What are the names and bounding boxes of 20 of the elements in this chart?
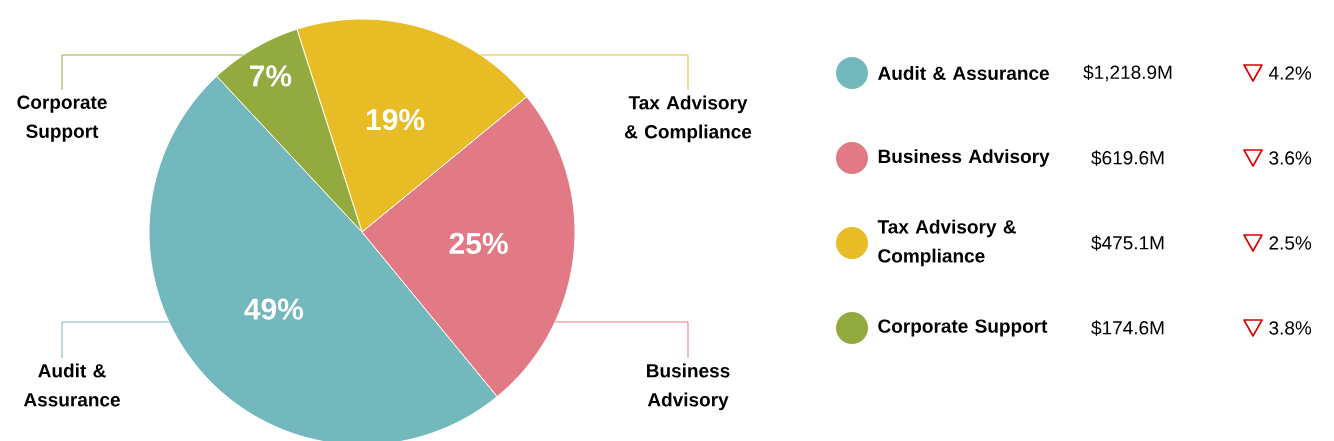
text: 2.5% [1269,236,1312,250]
slice-label: Tax Advisory & Compliance [624,95,752,143]
data-label: 19% [366,108,425,131]
text: $174.6M [1091,320,1164,336]
text: $619.6M [1091,150,1164,166]
slice-label: Corporate Support [17,95,107,142]
text: 3.6% [1269,151,1312,165]
data-label: 25% [449,232,508,255]
text: 4.2% [1268,66,1312,80]
slice-label: Audit & Assurance [23,363,120,407]
data-label: 7% [250,65,292,87]
legend-label: Corporate Support [878,319,1048,337]
legend-label: Audit & Assurance [878,66,1049,80]
legend-label: Tax Advisory & Compliance [877,219,1016,267]
data-label: 49% [244,298,304,320]
legend-label: Business Advisory [878,149,1050,167]
text: 3.8% [1269,321,1312,335]
text: $1,218.9M [1083,64,1172,82]
slice-label: Business Advisory [647,363,730,411]
text: $475.1M [1091,235,1164,251]
